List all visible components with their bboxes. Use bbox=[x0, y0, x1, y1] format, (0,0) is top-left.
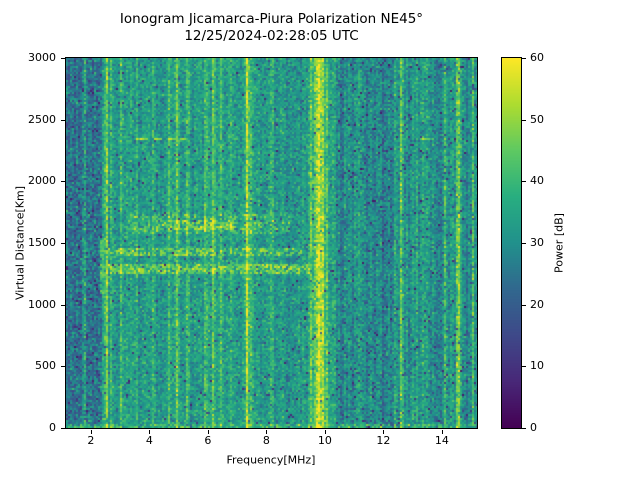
page-subtitle-timestamp: 12/25/2024-02:28:05 UTC bbox=[184, 28, 359, 44]
colorbar-tick-label: 10 bbox=[530, 359, 544, 373]
y-tick-label: 1500 bbox=[28, 236, 56, 249]
colorbar-canvas bbox=[502, 58, 521, 428]
x-tick-label: 10 bbox=[317, 434, 332, 447]
colorbar-tick-label: 30 bbox=[530, 236, 544, 249]
y-tick-label: 1000 bbox=[28, 297, 56, 311]
y-tick-label: 500 bbox=[35, 359, 56, 373]
x-tick-mark bbox=[149, 430, 151, 434]
colorbar-tick-label: 50 bbox=[530, 112, 544, 126]
y-tick-label: 2500 bbox=[28, 112, 56, 126]
colorbar-tick-mark bbox=[522, 366, 526, 368]
colorbar-tick-label: 40 bbox=[530, 174, 544, 188]
y-tick-label: 0 bbox=[49, 421, 56, 434]
colorbar-tick-mark bbox=[522, 181, 526, 183]
page-title: Ionogram Jicamarca-Piura Polarization NE… bbox=[119, 11, 424, 27]
colorbar-label: Power [dB] bbox=[552, 213, 566, 273]
x-tick-mark bbox=[207, 430, 209, 434]
x-tick-mark bbox=[383, 430, 385, 434]
y-tick-mark bbox=[61, 366, 65, 368]
colorbar-tick-mark bbox=[522, 58, 526, 59]
colorbar-tick-label: 0 bbox=[530, 421, 537, 434]
y-tick-label: 2000 bbox=[28, 174, 56, 188]
title-block: Ionogram Jicamarca-Piura Polarization NE… bbox=[66, 11, 477, 45]
x-tick-label: 14 bbox=[434, 434, 449, 447]
x-tick-mark bbox=[266, 430, 268, 434]
colorbar-tick-label: 20 bbox=[530, 297, 544, 311]
colorbar-tick-mark bbox=[522, 243, 526, 244]
y-tick-mark bbox=[61, 428, 65, 429]
y-tick-mark bbox=[61, 243, 65, 244]
x-tick-mark bbox=[90, 430, 92, 434]
y-tick-mark bbox=[61, 58, 65, 59]
x-tick-label: 8 bbox=[262, 434, 270, 447]
x-axis-label: Frequency[MHz] bbox=[226, 453, 316, 467]
y-tick-mark bbox=[61, 304, 65, 306]
x-tick-mark bbox=[441, 430, 443, 434]
x-tick-label: 2 bbox=[87, 434, 95, 447]
colorbar-tick-label: 60 bbox=[530, 51, 544, 64]
y-tick-mark bbox=[61, 119, 65, 121]
x-tick-label: 12 bbox=[376, 434, 391, 447]
y-tick-label: 3000 bbox=[28, 51, 56, 64]
x-tick-label: 6 bbox=[204, 434, 212, 447]
ionogram-heatmap-canvas bbox=[66, 58, 477, 428]
y-tick-mark bbox=[61, 181, 65, 183]
colorbar-tick-mark bbox=[522, 304, 526, 306]
x-tick-mark bbox=[324, 430, 326, 434]
colorbar-tick-mark bbox=[522, 119, 526, 121]
colorbar-tick-mark bbox=[522, 428, 526, 429]
x-tick-label: 4 bbox=[145, 434, 153, 447]
